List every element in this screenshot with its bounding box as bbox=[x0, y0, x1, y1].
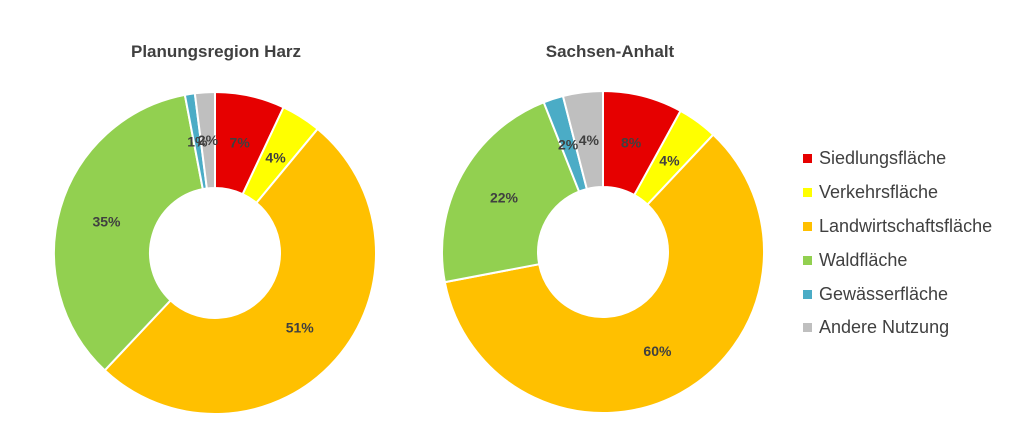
slice-waldflaeche bbox=[441, 101, 581, 284]
data-label-gewaesserflaeche: 1% bbox=[187, 133, 208, 149]
legend-item: Landwirtschaftsfläche bbox=[803, 210, 992, 244]
legend: Siedlungsfläche Verkehrsfläche Landwirts… bbox=[803, 142, 992, 345]
slice-andere-nutzung bbox=[193, 90, 216, 190]
data-label-andere-nutzung: 4% bbox=[579, 132, 600, 148]
legend-swatch bbox=[803, 323, 812, 333]
legend-label: Verkehrsfläche bbox=[819, 182, 939, 203]
legend-label: Andere Nutzung bbox=[819, 317, 950, 338]
slice-waldflaeche bbox=[53, 93, 204, 372]
legend-item: Waldfläche bbox=[803, 243, 992, 277]
data-label-landwirtschaftsflaeche: 51% bbox=[286, 320, 315, 336]
legend-item: Andere Nutzung bbox=[803, 311, 992, 345]
legend-swatch bbox=[803, 289, 812, 299]
data-label-waldflaeche: 22% bbox=[490, 190, 519, 206]
legend-item: Verkehrsfläche bbox=[803, 176, 992, 210]
chart-title-sachsen-anhalt: Sachsen-Anhalt bbox=[545, 42, 675, 61]
data-label-siedlungsflaeche: 7% bbox=[230, 135, 251, 151]
legend-swatch bbox=[803, 188, 812, 198]
chart-title-harz: Planungsregion Harz bbox=[130, 42, 302, 61]
data-label-siedlungsflaeche: 8% bbox=[621, 135, 642, 151]
legend-label: Waldfläche bbox=[819, 249, 908, 270]
legend-label: Siedlungsfläche bbox=[819, 148, 947, 169]
slice-landwirtschaftsflaeche bbox=[103, 127, 377, 415]
legend-swatch bbox=[803, 221, 812, 231]
legend-item: Siedlungsfläche bbox=[803, 142, 992, 176]
data-label-gewaesserflaeche: 2% bbox=[558, 137, 579, 153]
data-label-landwirtschaftsflaeche: 60% bbox=[643, 343, 672, 359]
slice-landwirtschaftsflaeche bbox=[443, 133, 765, 414]
data-label-waldflaeche: 35% bbox=[92, 213, 121, 229]
legend-item: Gewässerfläche bbox=[803, 277, 992, 311]
data-label-verkehrsflaeche: 4% bbox=[659, 153, 680, 169]
data-label-andere-nutzung: 2% bbox=[198, 132, 219, 148]
legend-swatch bbox=[803, 154, 812, 164]
legend-label: Gewässerfläche bbox=[819, 283, 949, 304]
legend-label: Landwirtschaftsfläche bbox=[819, 215, 993, 236]
data-label-verkehrsflaeche: 4% bbox=[265, 150, 286, 166]
slice-andere-nutzung bbox=[561, 89, 604, 191]
legend-swatch bbox=[803, 255, 812, 265]
